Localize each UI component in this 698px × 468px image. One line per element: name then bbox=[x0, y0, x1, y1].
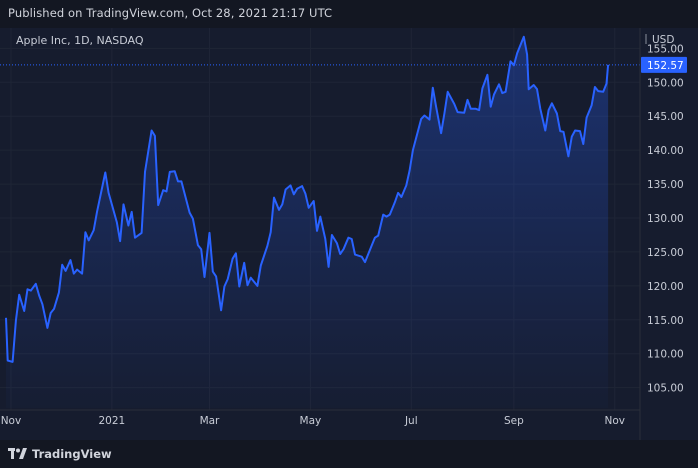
y-tick-label: 145.00 bbox=[647, 111, 684, 123]
y-tick-label: 120.00 bbox=[647, 281, 684, 293]
x-tick-label: Mar bbox=[200, 415, 220, 427]
x-tick-label: 2021 bbox=[99, 415, 126, 427]
last-price-badge bbox=[641, 56, 687, 73]
x-axis[interactable]: Nov 2021 Mar May Jul Sep Nov bbox=[0, 409, 640, 427]
footer: TradingView bbox=[0, 440, 698, 468]
area-fill bbox=[6, 36, 609, 409]
last-price-value: 152.57 bbox=[647, 60, 684, 72]
published-text: Published on TradingView.com, Oct 28, 20… bbox=[8, 6, 333, 20]
symbol-label: Apple Inc, 1D, NASDAQ bbox=[16, 34, 144, 47]
x-tick-label: May bbox=[300, 415, 322, 427]
y-axis[interactable]: 105.00 110.00 115.00 120.00 125.00 130.00 135.… bbox=[639, 28, 684, 440]
price-line bbox=[5, 35, 610, 363]
tradingview-logo-icon bbox=[8, 448, 27, 459]
tradingview-logo[interactable]: TradingView bbox=[8, 446, 112, 462]
x-tick-label: Jul bbox=[404, 415, 418, 427]
y-tick-label: 135.00 bbox=[647, 179, 684, 191]
y-tick-label: 155.00 bbox=[647, 43, 684, 55]
y-tick-label: 140.00 bbox=[647, 145, 684, 157]
y-tick-label: 150.00 bbox=[647, 77, 684, 89]
x-tick-label: Nov bbox=[1, 415, 22, 427]
y-tick-label: 110.00 bbox=[647, 349, 684, 361]
header: Published on TradingView.com, Oct 28, 20… bbox=[0, 0, 698, 28]
currency-label[interactable]: USD bbox=[652, 34, 674, 46]
x-tick-label: Sep bbox=[504, 415, 524, 427]
price-chart[interactable]: 105.00 110.00 115.00 120.00 125.00 130.00 135.… bbox=[0, 28, 698, 440]
last-price-label: 152.57 bbox=[641, 56, 687, 73]
x-tick-label: Nov bbox=[605, 415, 626, 427]
brand-name: TradingView bbox=[32, 447, 112, 461]
chart-area[interactable]: 105.00 110.00 115.00 120.00 125.00 130.00 135.… bbox=[0, 28, 698, 440]
y-tick-label: 125.00 bbox=[647, 247, 684, 259]
y-tick-label: 130.00 bbox=[647, 213, 684, 225]
y-tick-label: 115.00 bbox=[647, 315, 684, 327]
y-tick-label: 105.00 bbox=[647, 383, 684, 395]
